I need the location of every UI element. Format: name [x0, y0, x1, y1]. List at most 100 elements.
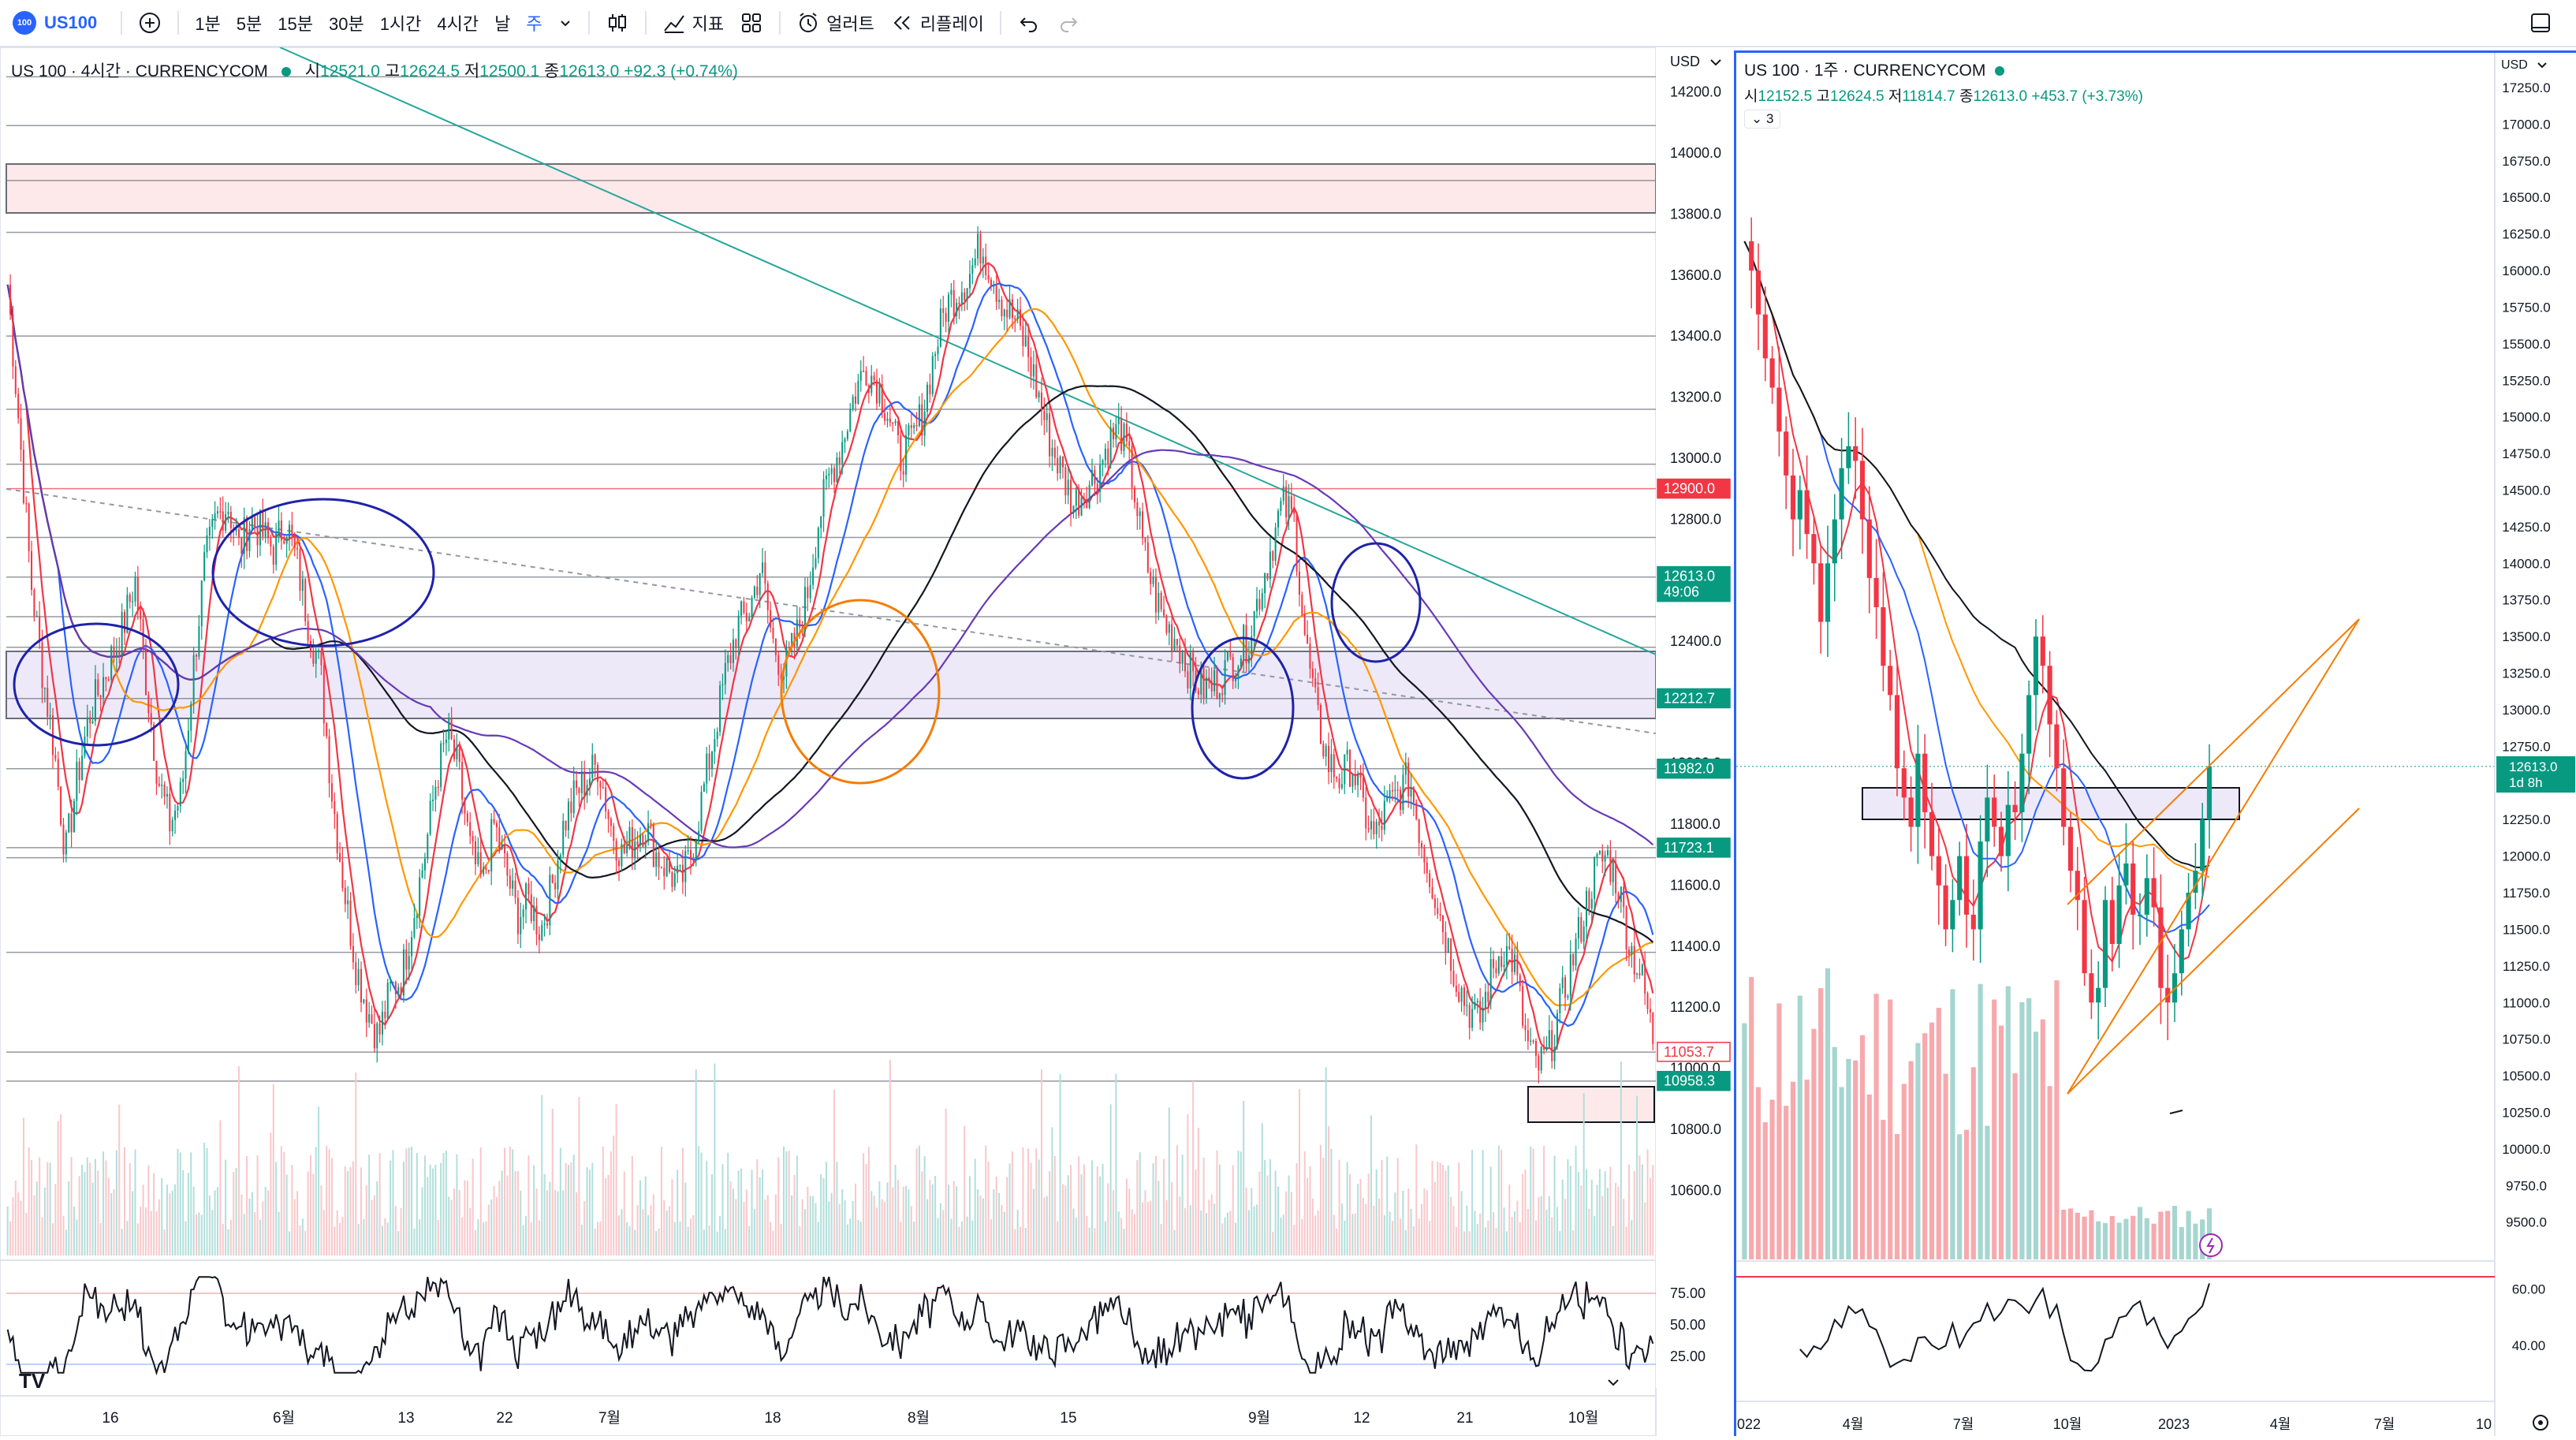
rsi-tick-label: 25.00: [1670, 1349, 1706, 1364]
left-chart-canvas[interactable]: USD 14200.014000.013800.013600.013400.01…: [0, 47, 1733, 1437]
volume-bar: [1484, 1227, 1486, 1255]
collapse-indicators-button[interactable]: ⌄ 3: [1744, 110, 1781, 129]
circle-annotation[interactable]: [780, 599, 941, 785]
channel-line-lower[interactable]: [2067, 808, 2360, 1095]
volume-bar: [1612, 1225, 1614, 1255]
supply-zone-box[interactable]: [6, 163, 1657, 214]
volume-bar: [968, 1176, 971, 1255]
volume-bar: [1064, 1185, 1067, 1255]
candle-body: [1894, 695, 1900, 769]
candle-body: [1561, 977, 1564, 989]
candle-body: [650, 823, 652, 826]
interval-30m-button[interactable]: 30분: [328, 14, 364, 34]
gear-icon[interactable]: [2533, 1415, 2548, 1431]
circle-annotation[interactable]: [1191, 636, 1295, 780]
candle-body: [673, 873, 676, 887]
interval-week-button[interactable]: 주: [526, 14, 542, 34]
layout-button[interactable]: [2521, 0, 2560, 46]
circle-annotation[interactable]: [13, 622, 180, 747]
left-title[interactable]: US 100 · 4시간 · CURRENCYCOM: [11, 62, 268, 80]
ohlc-high-prefix: 고: [384, 62, 401, 80]
volume-bar: [1532, 1148, 1534, 1255]
interval-dropdown-button[interactable]: [550, 0, 580, 46]
channel-line-mid[interactable]: [2067, 618, 2360, 905]
price-tick-label: 13400.0: [1670, 328, 1721, 344]
left-plot-area: [0, 47, 1657, 1437]
replay-button[interactable]: 리플레이: [882, 0, 992, 46]
volume-bar: [1229, 1211, 1232, 1255]
demand-zone-box[interactable]: [1527, 1086, 1655, 1123]
interval-1h-button[interactable]: 1시간: [379, 14, 422, 34]
right-chart-canvas[interactable]: USD 17250.017000.016750.016500.016250.01…: [1736, 53, 2576, 1436]
volume-bar: [1133, 1214, 1135, 1255]
candle-body: [144, 648, 147, 696]
candle-body: [1307, 634, 1309, 644]
candle-body: [929, 384, 931, 394]
channel-line-upper[interactable]: [2067, 618, 2360, 1095]
candle-body: [684, 851, 687, 882]
alarm-clock-icon: [800, 13, 818, 32]
volume-bar: [942, 1210, 945, 1255]
candle-body: [910, 425, 912, 428]
volume-bar: [1349, 1173, 1351, 1255]
interval-15m-button[interactable]: 15분: [278, 14, 313, 34]
market-status-dot[interactable]: [281, 67, 292, 77]
candle-body: [1950, 900, 1955, 930]
redo-button[interactable]: [1049, 0, 1088, 46]
interval-4h-button[interactable]: 4시간: [437, 14, 479, 34]
chart-type-button[interactable]: [598, 0, 637, 46]
trend-line[interactable]: [279, 47, 1657, 655]
indicators-button[interactable]: 지표: [654, 0, 732, 46]
candle-body: [567, 801, 569, 830]
chevron-down-icon[interactable]: [1710, 59, 1721, 66]
market-status-dot[interactable]: [1995, 66, 2005, 76]
candle-body: [1027, 337, 1030, 357]
compare-add-button[interactable]: [130, 0, 170, 46]
settings-button[interactable]: [2533, 1415, 2548, 1431]
volume-bar: [594, 1229, 596, 1255]
alert-button[interactable]: 얼러트: [788, 0, 882, 46]
volume-bar: [1373, 1205, 1375, 1255]
volume-bar: [1468, 1231, 1471, 1255]
circle-annotation[interactable]: [1330, 542, 1422, 663]
candle-body: [995, 285, 997, 302]
volume-bar: [1625, 1226, 1627, 1255]
chevron-down-icon[interactable]: [2537, 62, 2547, 69]
right-title[interactable]: US 100 · 1주 · CURRENCYCOM: [1744, 62, 1986, 80]
candle-body: [602, 787, 604, 789]
range-zone-box[interactable]: [6, 651, 1657, 719]
volume-bar: [1075, 1218, 1077, 1255]
candle-body: [1336, 777, 1338, 779]
layout-templates-button[interactable]: [732, 0, 771, 46]
left-chart-pane[interactable]: USD 14200.0 14000.0 13800.0 13600.0 13400.0 1…: [0, 47, 1733, 1437]
candle-body: [320, 650, 322, 666]
candle-body: [453, 739, 456, 759]
volume-bar: [756, 1159, 759, 1255]
undo-button[interactable]: [1009, 0, 1049, 46]
right-price-scale[interactable]: [2495, 53, 2576, 1259]
right-time-axis[interactable]: 022 4월 7월 10월 2023 4월 7월 10: [1737, 1416, 2492, 1432]
left-time-axis[interactable]: 16 6월 13 22 7월 18 8월 15 9월 12 21 10월: [102, 1409, 1598, 1427]
candle-body: [1540, 1046, 1542, 1071]
volume-bar: [945, 1108, 947, 1255]
interval-1m-button[interactable]: 1분: [195, 14, 221, 34]
circle-annotation[interactable]: [211, 498, 435, 647]
candle-body: [1437, 908, 1439, 914]
volume-bar: [735, 1199, 737, 1255]
interval-5m-button[interactable]: 5분: [236, 14, 263, 34]
volume-bar: [2158, 1211, 2164, 1259]
candle-body: [1505, 946, 1508, 965]
chevron-down-icon: [560, 21, 570, 27]
volume-bar: [1202, 1157, 1205, 1255]
right-chart-pane[interactable]: USD 17250.0 17000.0 16750.0 16500.0 16250.0 1…: [1736, 53, 2576, 1436]
volume-bar: [458, 1189, 460, 1255]
volume-bar: [251, 1192, 253, 1255]
volume-bar: [2026, 998, 2032, 1259]
left-price-scale[interactable]: [1656, 47, 1733, 1388]
tradingview-logo[interactable]: TV: [19, 1369, 46, 1393]
price-tick-label: 11750.0: [2503, 886, 2550, 901]
interval-day-button[interactable]: 날: [494, 14, 511, 34]
symbol-search-button[interactable]: US100: [44, 13, 98, 32]
chevron-down-icon[interactable]: [1608, 1379, 1619, 1386]
layout-icon: [2531, 13, 2550, 32]
